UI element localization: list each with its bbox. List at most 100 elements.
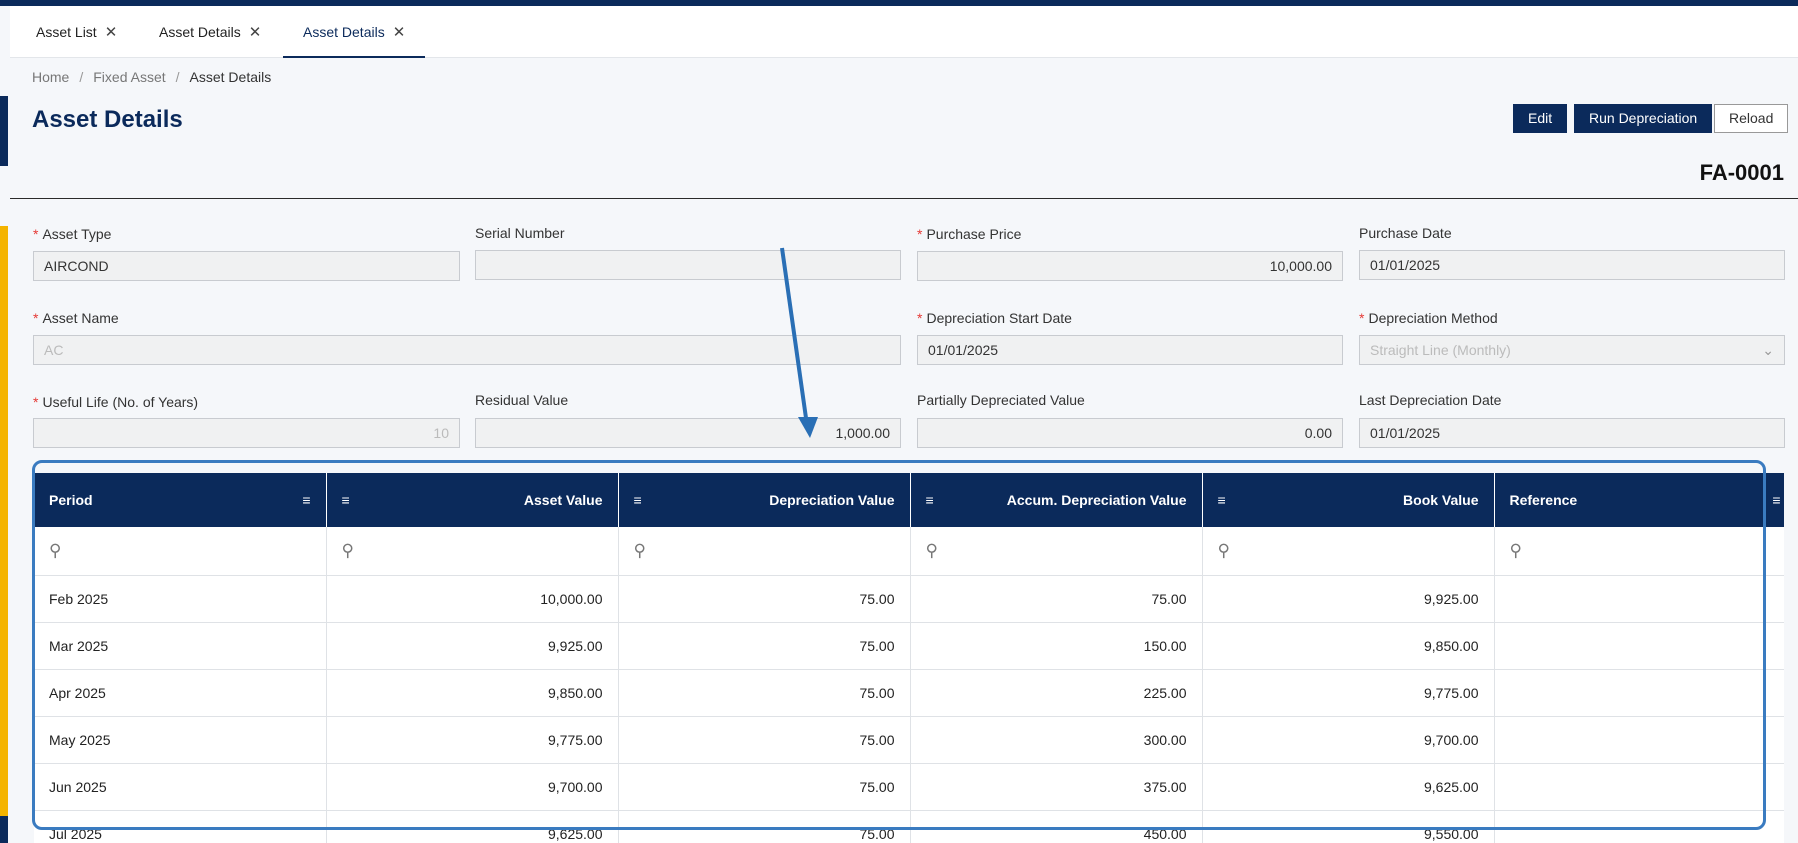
- useful-life-field[interactable]: 10: [33, 418, 460, 448]
- search-input[interactable]: ⚲: [1494, 527, 1784, 576]
- partially-depreciated-value-label: Partially Depreciated Value: [917, 392, 1085, 408]
- filter-icon[interactable]: ≡: [1217, 492, 1226, 508]
- cell-reference: [1494, 716, 1784, 764]
- cell-period: Jul 2025: [34, 810, 327, 843]
- serial-number-field[interactable]: [475, 250, 901, 280]
- table-row[interactable]: May 2025 9,775.00 75.00 300.00 9,700.00: [34, 716, 1784, 764]
- tab-asset-list[interactable]: Asset List ✕: [36, 6, 117, 58]
- purchase-price-label: * Purchase Price: [917, 226, 1022, 242]
- run-depreciation-button[interactable]: Run Depreciation: [1574, 104, 1713, 133]
- cell-reference: [1494, 575, 1784, 623]
- close-icon[interactable]: ✕: [248, 24, 262, 41]
- tab-label: Asset Details: [303, 24, 385, 40]
- cell-accum-depreciation: 450.00: [910, 810, 1203, 843]
- breadcrumb-home[interactable]: Home: [32, 69, 70, 85]
- top-accent-bar: [0, 0, 1798, 6]
- column-header-depreciation-value[interactable]: ≡ Depreciation Value: [618, 473, 911, 527]
- cell-period: Feb 2025: [34, 575, 327, 623]
- cell-book-value: 9,625.00: [1202, 763, 1495, 811]
- left-accent-bar: [0, 6, 8, 843]
- cell-asset-value: 9,700.00: [326, 763, 619, 811]
- depreciation-method-select[interactable]: Straight Line (Monthly) ⌄: [1359, 335, 1785, 365]
- tab-bar: Asset List ✕ Asset Details ✕ Asset Details…: [10, 6, 1798, 58]
- close-icon[interactable]: ✕: [392, 24, 406, 41]
- cell-depreciation-value: 75.00: [618, 716, 911, 764]
- column-header-reference[interactable]: Reference ≡: [1494, 473, 1784, 527]
- filter-icon[interactable]: ≡: [1772, 492, 1781, 508]
- asset-name-label: * Asset Name: [33, 310, 119, 326]
- table-row[interactable]: Jun 2025 9,700.00 75.00 375.00 9,625.00: [34, 763, 1784, 811]
- table-row[interactable]: Feb 2025 10,000.00 75.00 75.00 9,925.00: [34, 575, 1784, 623]
- grid-filter-row: ⚲ ⚲ ⚲ ⚲ ⚲ ⚲: [34, 527, 1784, 576]
- filter-icon[interactable]: ≡: [302, 492, 311, 508]
- document-number: FA-0001: [1699, 160, 1784, 185]
- tab-label: Asset List: [36, 24, 97, 40]
- cell-asset-value: 9,925.00: [326, 622, 619, 670]
- asset-type-field[interactable]: AIRCOND: [33, 251, 460, 281]
- table-row[interactable]: Jul 2025 9,625.00 75.00 450.00 9,550.00: [34, 810, 1784, 843]
- depreciation-start-date-field[interactable]: 01/01/2025: [917, 335, 1343, 365]
- edit-button[interactable]: Edit: [1513, 104, 1568, 133]
- filter-icon[interactable]: ≡: [341, 492, 350, 508]
- cell-asset-value: 9,775.00: [326, 716, 619, 764]
- search-input[interactable]: ⚲: [1202, 527, 1495, 576]
- cell-accum-depreciation: 225.00: [910, 669, 1203, 717]
- cell-asset-value: 10,000.00: [326, 575, 619, 623]
- tab-asset-details-1[interactable]: Asset Details ✕: [159, 6, 261, 58]
- cell-accum-depreciation: 300.00: [910, 716, 1203, 764]
- serial-number-label: Serial Number: [475, 225, 565, 241]
- purchase-date-label: Purchase Date: [1359, 225, 1452, 241]
- search-icon: ⚲: [633, 540, 646, 560]
- search-icon: ⚲: [341, 540, 354, 560]
- cell-period: May 2025: [34, 716, 327, 764]
- asset-type-label: * Asset Type: [33, 226, 112, 242]
- filter-icon[interactable]: ≡: [925, 492, 934, 508]
- breadcrumb: Home / Fixed Asset / Asset Details: [32, 69, 272, 85]
- depreciation-method-value: Straight Line (Monthly): [1370, 342, 1511, 358]
- column-header-book-value[interactable]: ≡ Book Value: [1202, 473, 1495, 527]
- purchase-price-field[interactable]: 10,000.00: [917, 251, 1343, 281]
- asset-name-field[interactable]: AC: [33, 335, 901, 365]
- search-input[interactable]: ⚲: [326, 527, 619, 576]
- cell-book-value: 9,700.00: [1202, 716, 1495, 764]
- close-icon[interactable]: ✕: [104, 24, 118, 41]
- search-icon: ⚲: [925, 540, 938, 560]
- last-depreciation-date-field[interactable]: 01/01/2025: [1359, 418, 1785, 448]
- residual-value-label: Residual Value: [475, 392, 569, 408]
- residual-value-field[interactable]: 1,000.00: [475, 418, 901, 448]
- cell-reference: [1494, 622, 1784, 670]
- last-depreciation-date-label: Last Depreciation Date: [1359, 392, 1502, 408]
- page-title: Asset Details: [32, 106, 183, 133]
- table-row[interactable]: Apr 2025 9,850.00 75.00 225.00 9,775.00: [34, 669, 1784, 717]
- cell-book-value: 9,850.00: [1202, 622, 1495, 670]
- search-input[interactable]: ⚲: [34, 527, 327, 576]
- column-header-period[interactable]: Period ≡: [34, 473, 327, 527]
- reload-button[interactable]: Reload: [1714, 104, 1789, 133]
- header-divider: [10, 198, 1798, 199]
- breadcrumb-fixed-asset[interactable]: Fixed Asset: [93, 69, 166, 85]
- cell-reference: [1494, 669, 1784, 717]
- cell-depreciation-value: 75.00: [618, 810, 911, 843]
- breadcrumb-current: Asset Details: [189, 69, 272, 85]
- column-header-asset-value[interactable]: ≡ Asset Value: [326, 473, 619, 527]
- column-header-accum-depreciation-value[interactable]: ≡ Accum. Depreciation Value: [910, 473, 1203, 527]
- cell-period: Mar 2025: [34, 622, 327, 670]
- cell-book-value: 9,775.00: [1202, 669, 1495, 717]
- filter-icon[interactable]: ≡: [633, 492, 642, 508]
- depreciation-grid: Period ≡ ≡ Asset Value ≡ Depreciation Va…: [34, 473, 1784, 843]
- table-row[interactable]: Mar 2025 9,925.00 75.00 150.00 9,850.00: [34, 622, 1784, 670]
- cell-reference: [1494, 763, 1784, 811]
- search-input[interactable]: ⚲: [618, 527, 911, 576]
- search-input[interactable]: ⚲: [910, 527, 1203, 576]
- tab-label: Asset Details: [159, 24, 241, 40]
- cell-period: Apr 2025: [34, 669, 327, 717]
- purchase-date-field[interactable]: 01/01/2025: [1359, 250, 1785, 280]
- depreciation-start-date-label: * Depreciation Start Date: [917, 310, 1072, 326]
- partially-depreciated-value-field[interactable]: 0.00: [917, 418, 1343, 448]
- search-icon: ⚲: [1217, 540, 1230, 560]
- search-icon: ⚲: [1509, 540, 1522, 560]
- cell-depreciation-value: 75.00: [618, 575, 911, 623]
- cell-accum-depreciation: 375.00: [910, 763, 1203, 811]
- tab-asset-details-2[interactable]: Asset Details ✕: [282, 6, 426, 58]
- cell-depreciation-value: 75.00: [618, 763, 911, 811]
